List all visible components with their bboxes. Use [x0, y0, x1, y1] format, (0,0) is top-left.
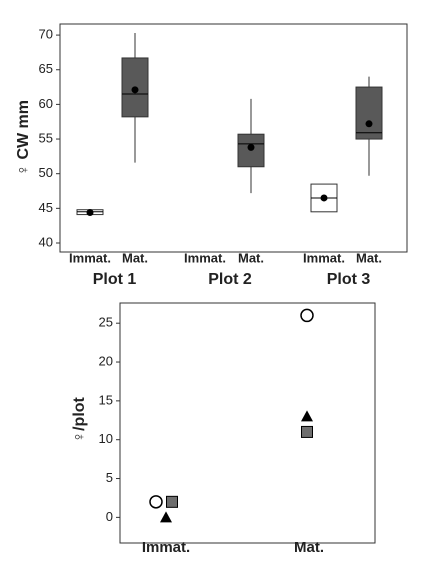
plot-frame [119, 302, 376, 544]
point [301, 425, 313, 438]
y-tick-label: 10 [99, 431, 113, 446]
y-tick-label: 15 [99, 392, 113, 407]
x-tick-label: Immat. [69, 250, 111, 265]
point [149, 495, 163, 509]
plot-frame [59, 23, 408, 253]
mean [86, 208, 94, 216]
y-tick-label: 70 [39, 27, 53, 42]
x-tick-label: Immat. [142, 539, 190, 556]
y-tick-label: 0 [106, 509, 113, 524]
mean [131, 86, 139, 94]
y-tick-label: 60 [39, 96, 53, 111]
mean [247, 143, 255, 151]
group-label: Plot 1 [93, 271, 137, 288]
x-tick-label: Mat. [356, 250, 382, 265]
y-tick-label: 5 [106, 470, 113, 485]
x-tick-label: Mat. [122, 250, 148, 265]
x-tick-label: Immat. [303, 250, 345, 265]
point [166, 495, 178, 508]
point [160, 511, 172, 523]
mean [365, 120, 373, 128]
x-tick-label: Immat. [184, 250, 226, 265]
y-tick-label: 20 [99, 353, 113, 368]
x-tick-label: Mat. [238, 250, 264, 265]
y-tick-label: 40 [39, 234, 53, 249]
point [301, 410, 313, 422]
box [355, 86, 383, 140]
y-tick-label: 65 [39, 61, 53, 76]
x-tick-label: Mat. [294, 539, 324, 556]
y-tick-label: 45 [39, 200, 53, 215]
y-tick-label: 55 [39, 130, 53, 145]
group-label: Plot 2 [208, 271, 252, 288]
point [300, 308, 314, 323]
mean [320, 194, 328, 202]
y-axis-label: ♀ CW mm [15, 100, 32, 176]
y-tick-label: 25 [99, 315, 113, 330]
y-tick-label: 50 [39, 165, 53, 180]
y-axis-label: ♀/plot [71, 396, 88, 442]
group-label: Plot 3 [327, 271, 371, 288]
